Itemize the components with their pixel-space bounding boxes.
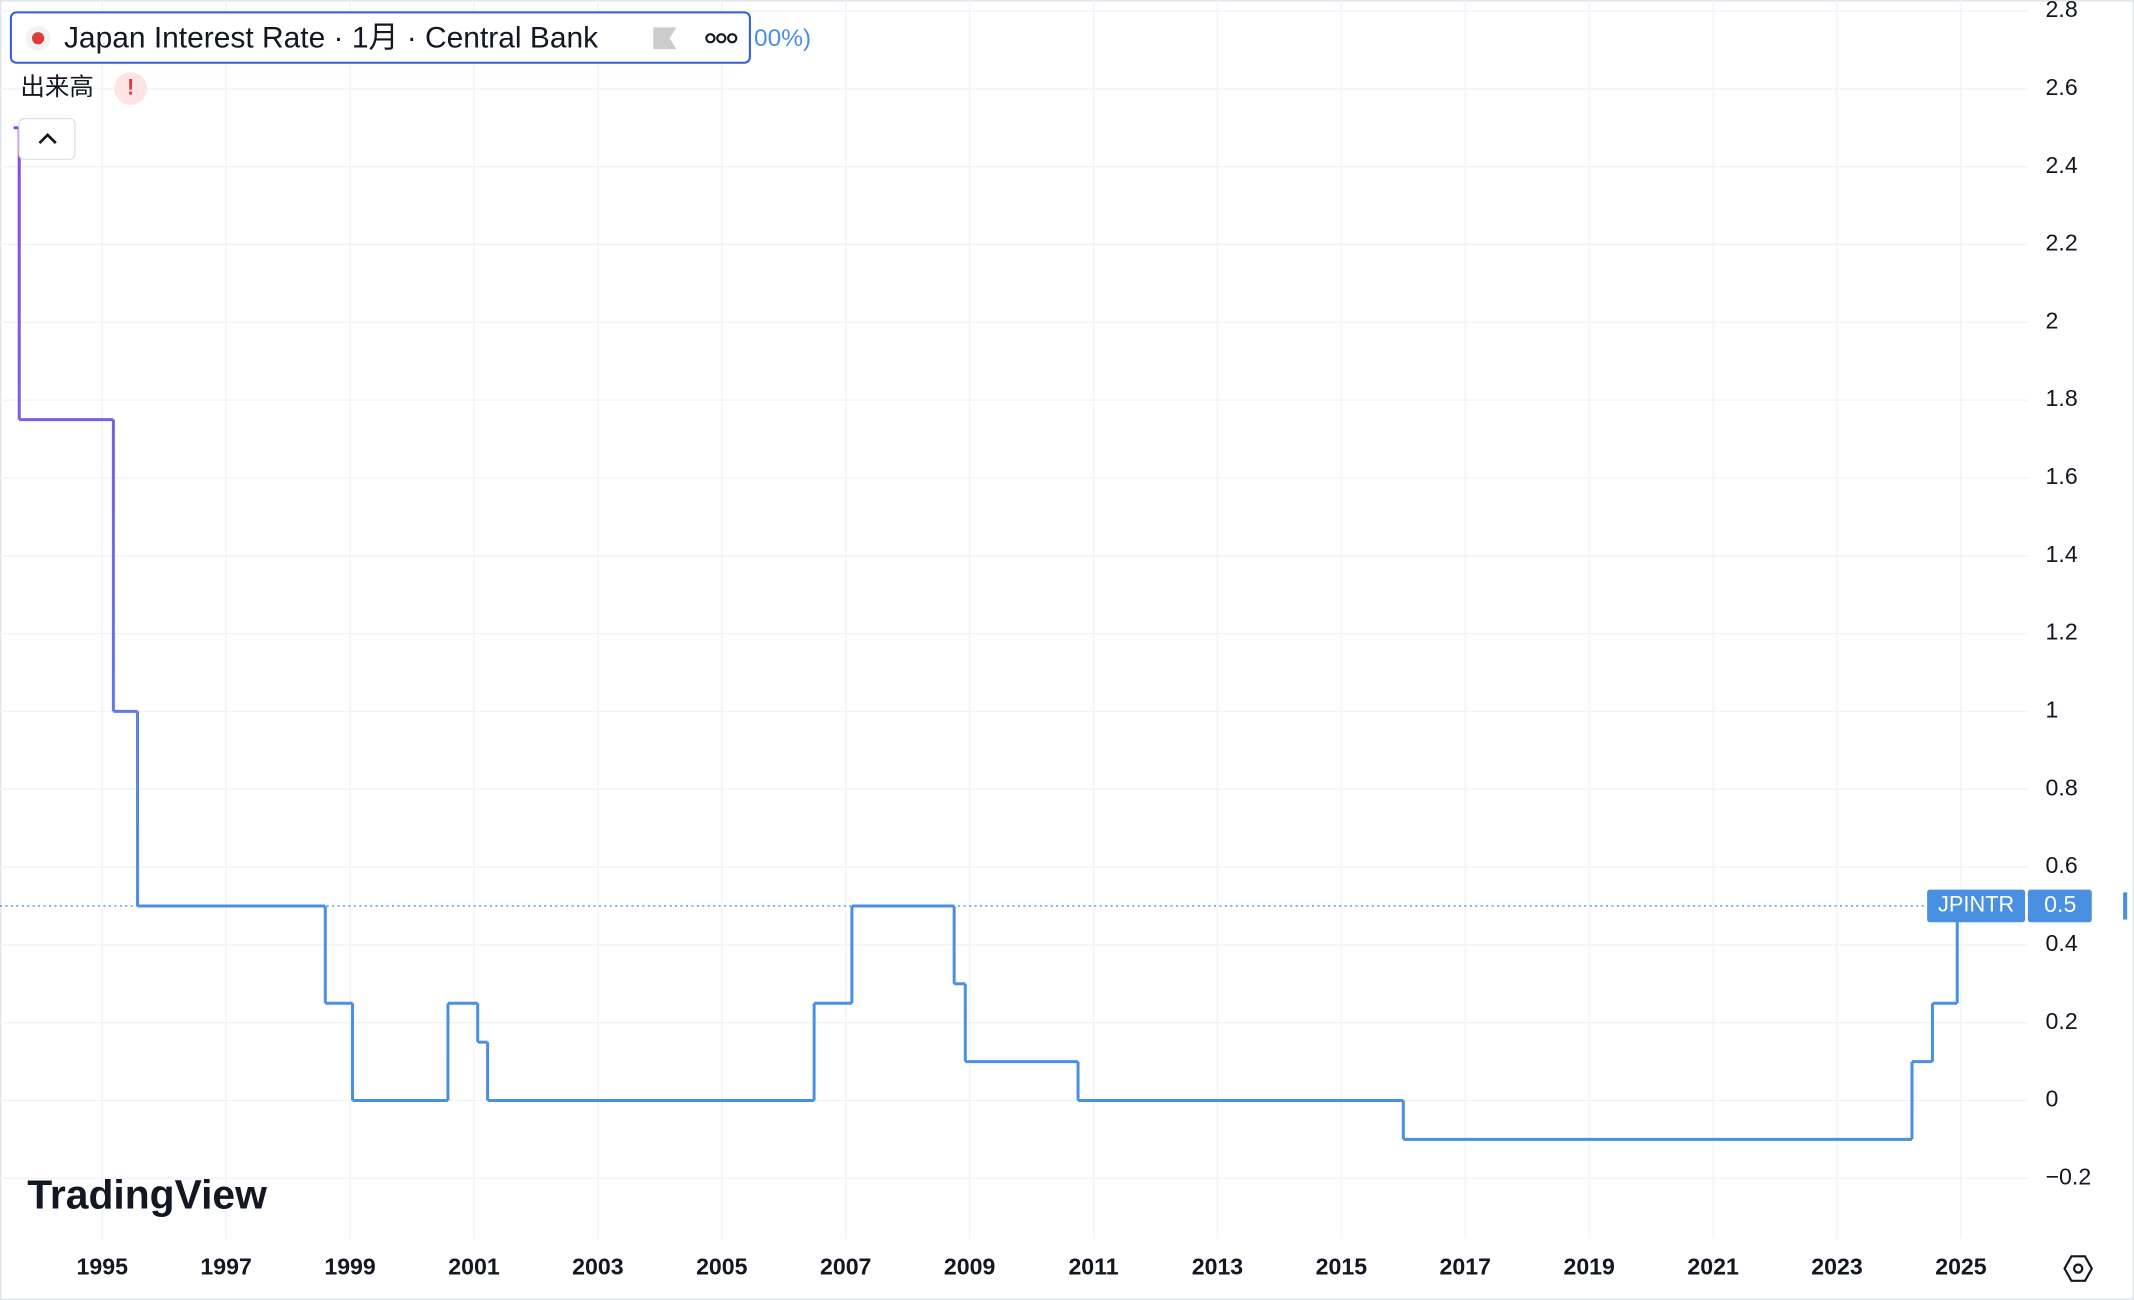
- chevron: [38, 132, 57, 145]
- x-tick-label: 2019: [1563, 1254, 1614, 1280]
- y-tick-label: 1.8: [2046, 385, 2078, 411]
- x-tick-label: 2001: [448, 1254, 500, 1280]
- y-tick-label: −0.2: [2046, 1163, 2092, 1189]
- y-tick-label: 2.2: [2046, 230, 2078, 256]
- x-tick-label: 2007: [820, 1254, 871, 1280]
- flag-dot: [31, 32, 45, 45]
- settings-button[interactable]: [2063, 1255, 2094, 1282]
- legend-header[interactable]: Japan Interest Rate · 1月 · Central Bank: [9, 11, 751, 64]
- x-tick-label: 2023: [1811, 1254, 1863, 1280]
- series-title: Japan Interest Rate · 1月 · Central Bank: [64, 22, 599, 55]
- change-text: 00%): [754, 25, 811, 52]
- header-box[interactable]: [9, 11, 751, 64]
- x-tick-label: 2017: [1440, 1254, 1491, 1280]
- x-tick-label: 2025: [1935, 1254, 1987, 1280]
- x-tick-label: 2003: [572, 1254, 624, 1280]
- x-tick-label: 2021: [1687, 1254, 1739, 1280]
- y-tick-label: 0.6: [2046, 852, 2078, 878]
- y-tick-label: 1.4: [2046, 541, 2078, 567]
- flag-icon[interactable]: [653, 27, 677, 50]
- y-tick-label: 0.4: [2046, 930, 2078, 956]
- x-tick-label: 2009: [944, 1254, 995, 1280]
- scale-marker: [2123, 892, 2128, 920]
- more-button[interactable]: [705, 33, 738, 44]
- warning-icon: !: [127, 74, 134, 99]
- y-tick-label: 0: [2046, 1086, 2059, 1112]
- y-tick-label: 2.4: [2046, 152, 2078, 178]
- brand-logo: TradingView: [27, 1172, 267, 1218]
- symbol-tag: [1927, 889, 2026, 923]
- last-value-label: 0.5: [2044, 891, 2076, 917]
- y-tick-label: 2.8: [2046, 0, 2078, 22]
- y-tick-label: 1.2: [2046, 619, 2078, 645]
- x-tick-label: 1995: [77, 1254, 129, 1280]
- x-tick-label: 2005: [696, 1254, 748, 1280]
- y-tick-label: 2: [2046, 307, 2059, 333]
- x-tick-label: 1997: [200, 1254, 251, 1280]
- y-tick-label: 1.6: [2046, 463, 2078, 489]
- warning-badge[interactable]: [114, 72, 147, 105]
- x-tick-label: 1999: [324, 1254, 375, 1280]
- y-tick-label: 2.6: [2046, 74, 2078, 100]
- collapse-button[interactable]: [18, 117, 76, 161]
- x-tick-label: 2013: [1192, 1254, 1244, 1280]
- symbol-label: JPINTR: [1938, 892, 2014, 917]
- y-tick-label: 1: [2046, 697, 2059, 723]
- volume-label: 出来高: [20, 73, 93, 101]
- x-tick-label: 2015: [1316, 1254, 1368, 1280]
- y-tick-label: 0.2: [2046, 1008, 2078, 1034]
- x-tick-label: 2011: [1068, 1254, 1118, 1280]
- y-tick-label: 0.8: [2046, 774, 2078, 800]
- last-value-tag: [2027, 889, 2092, 923]
